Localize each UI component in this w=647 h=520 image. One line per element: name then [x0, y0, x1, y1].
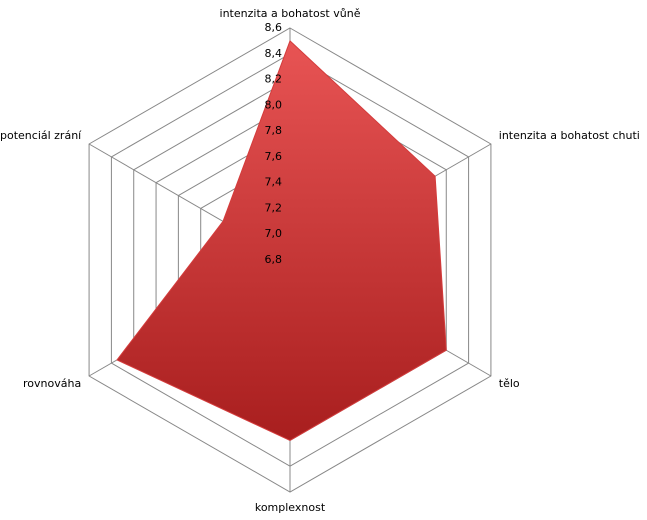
category-label: komplexnost	[255, 501, 326, 514]
r-tick-label: 7,8	[265, 124, 283, 137]
data-area	[116, 40, 447, 442]
r-tick-label: 7,2	[265, 201, 283, 214]
r-tick-label: 6,8	[265, 253, 283, 266]
category-label: rovnováha	[23, 377, 81, 390]
category-label: potenciál zrání	[0, 129, 82, 142]
r-tick-label: 7,4	[265, 176, 283, 189]
r-tick-label: 8,2	[265, 73, 283, 86]
category-label: intenzita a bohatost vůně	[220, 7, 361, 20]
category-label: tělo	[499, 377, 520, 390]
r-tick-label: 8,6	[265, 21, 283, 34]
r-tick-label: 7,6	[265, 150, 283, 163]
r-tick-label: 8,0	[265, 98, 283, 111]
category-label: intenzita a bohatost chuti	[499, 129, 640, 142]
r-tick-label: 8,4	[265, 47, 283, 60]
r-tick-label: 7,0	[265, 227, 283, 240]
